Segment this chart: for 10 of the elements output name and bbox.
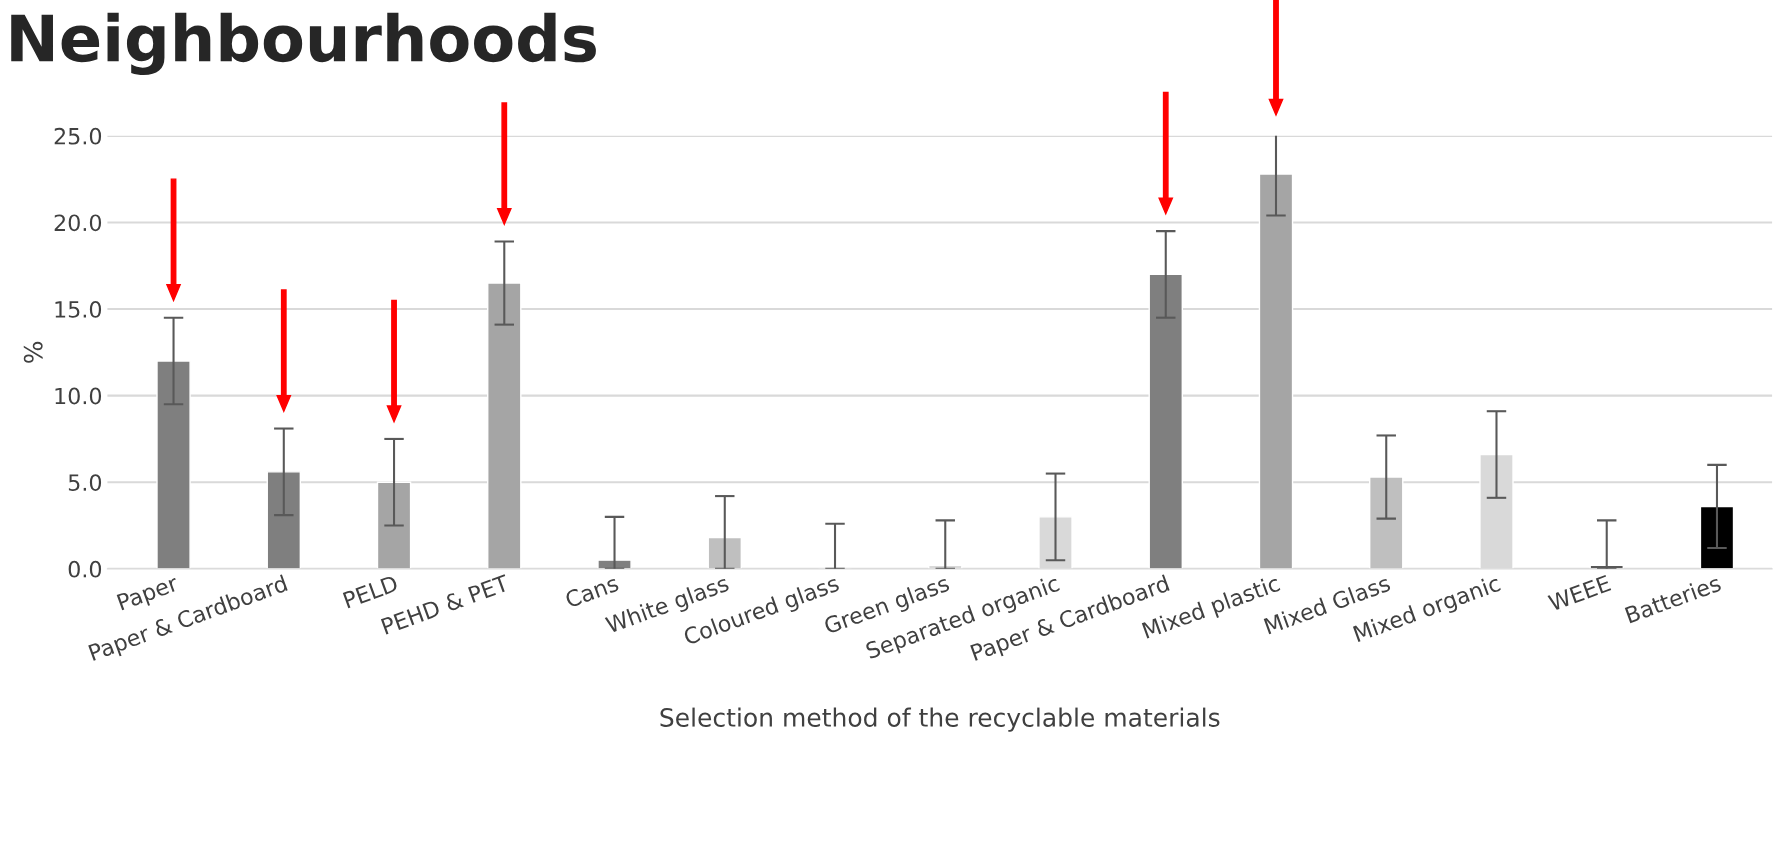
- x-tick-label: WEEE: [1547, 574, 1612, 612]
- y-tick-label: 10.0: [55, 387, 102, 405]
- y-tick-label: 15.0: [55, 300, 102, 318]
- y-tick-label: 25.0: [54, 127, 102, 145]
- x-axis-title: Selection method of the recyclable materials: [660, 707, 1220, 732]
- y-tick-label: 0.0: [68, 560, 102, 578]
- chart-title: Neighbourhoods: [11, 12, 596, 76]
- y-tick-label: 5.0: [68, 474, 102, 491]
- y-axis-title: %: [23, 341, 43, 363]
- y-tick-label: 20.0: [54, 214, 102, 232]
